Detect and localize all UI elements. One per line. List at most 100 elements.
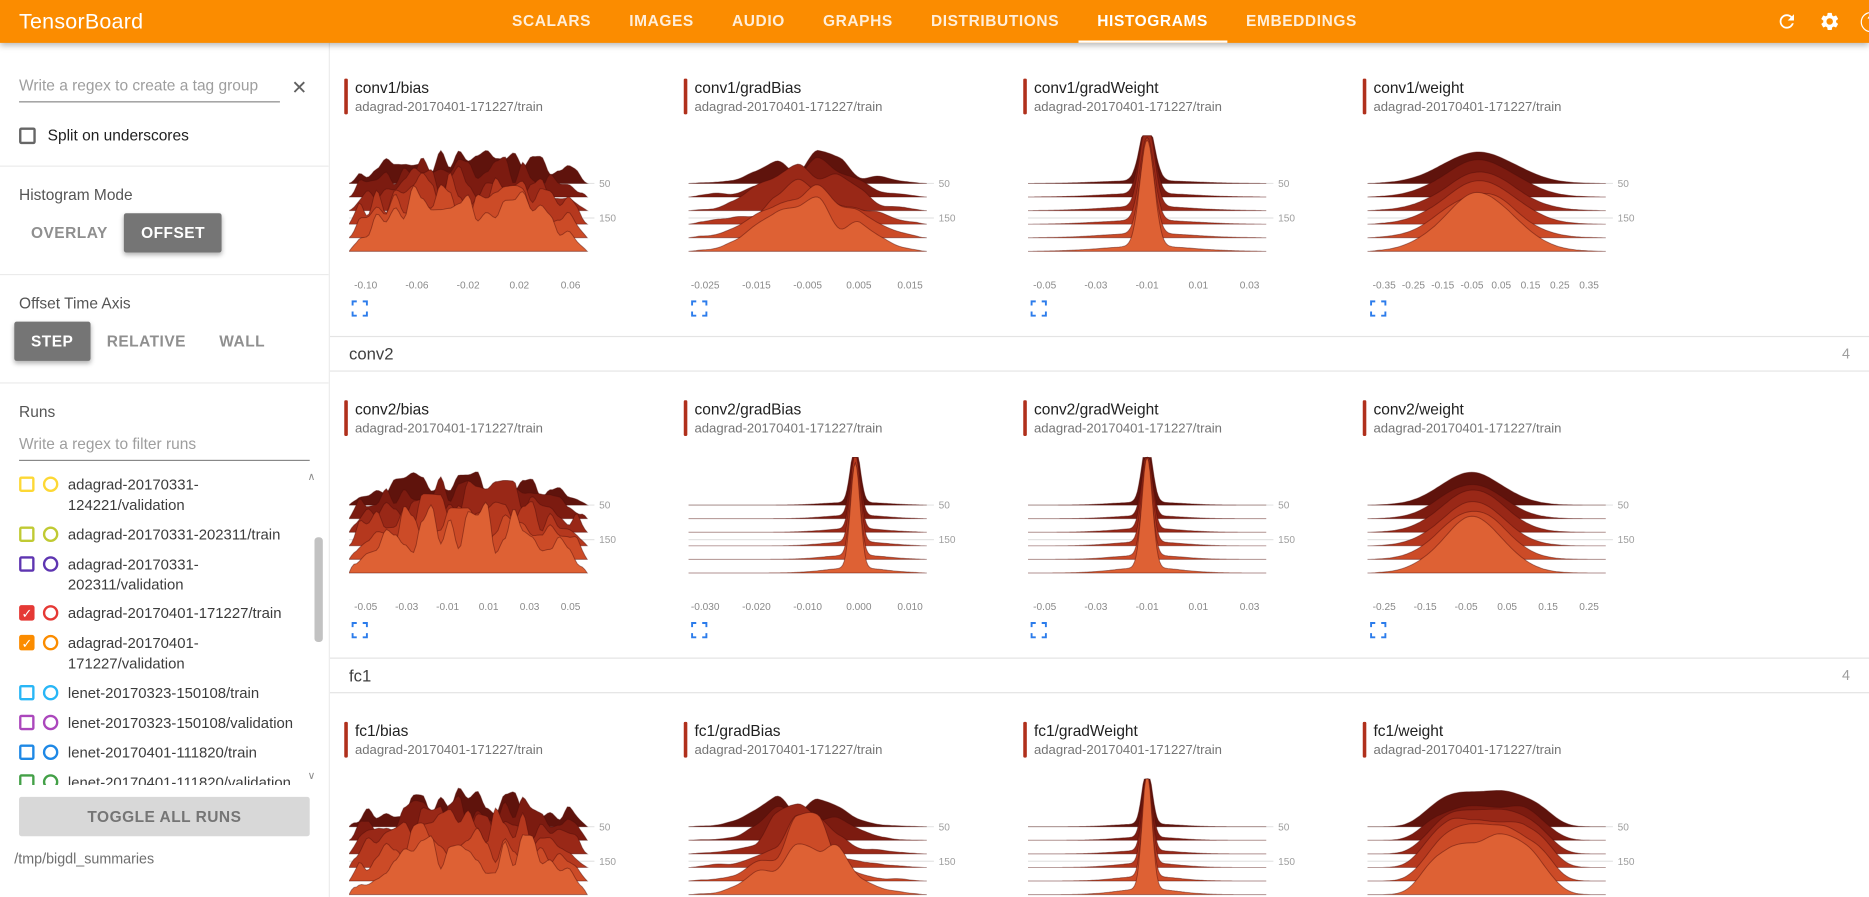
- tab-audio[interactable]: AUDIO: [731, 11, 785, 30]
- histogram-card: fc1/weight adagrad-20170401-171227/train 5…: [1362, 721, 1687, 897]
- run-item[interactable]: ✓ adagrad-20170401-171227/validation: [19, 629, 295, 679]
- card-head: conv1/bias adagrad-20170401-171227/train: [344, 78, 668, 115]
- histogram-plot[interactable]: 50 150 -0.05 -0.03 -0.01 0.01 0.03: [1028, 450, 1308, 617]
- run-item[interactable]: adagrad-20170331-124221/validation: [19, 471, 295, 521]
- mode-overlay[interactable]: OVERLAY: [14, 213, 124, 252]
- svg-text:-0.01: -0.01: [436, 602, 459, 613]
- run-checkbox-icon[interactable]: [19, 773, 35, 786]
- run-checkbox-icon[interactable]: [19, 555, 35, 572]
- svg-text:150: 150: [599, 857, 616, 868]
- section-header[interactable]: conv2 4: [329, 335, 1869, 372]
- runs-scrollbar[interactable]: ∧ ∨: [304, 471, 319, 783]
- run-item[interactable]: lenet-20170401-111820/validation: [19, 768, 295, 786]
- scroll-down-icon[interactable]: ∨: [307, 769, 316, 782]
- run-color-radio[interactable]: [42, 684, 59, 701]
- expand-icon[interactable]: [351, 622, 368, 639]
- expand-icon[interactable]: [1030, 300, 1047, 317]
- histogram-plot[interactable]: 50 150 -0.05 -0.03 -0.01 0.01 0.03: [1028, 129, 1308, 296]
- histogram-card: conv2/weight adagrad-20170401-171227/trai…: [1362, 400, 1687, 639]
- checkbox-icon[interactable]: [19, 126, 36, 144]
- run-item[interactable]: ✓ adagrad-20170401-171227/train: [19, 600, 295, 630]
- histogram-card: fc1/gradWeight adagrad-20170401-171227/tr…: [1023, 721, 1347, 897]
- histogram-plot[interactable]: 50 150 -0.025 -0.015 -0.005 0.005 0.015: [688, 129, 969, 296]
- axis-relative[interactable]: RELATIVE: [90, 322, 203, 361]
- split-underscores-checkbox[interactable]: Split on underscores: [19, 126, 310, 144]
- section-header[interactable]: fc1 4: [329, 657, 1869, 694]
- svg-text:0.06: 0.06: [561, 280, 581, 291]
- expand-icon[interactable]: [691, 622, 708, 639]
- svg-text:-0.05: -0.05: [1033, 280, 1056, 291]
- gear-icon[interactable]: [1818, 10, 1842, 34]
- run-checkbox-icon[interactable]: [19, 684, 35, 701]
- tab-distributions[interactable]: DISTRIBUTIONS: [930, 11, 1060, 30]
- card-run-name: adagrad-20170401-171227/train: [354, 421, 543, 436]
- run-item[interactable]: lenet-20170323-150108/validation: [19, 709, 295, 739]
- svg-text:-0.015: -0.015: [742, 280, 771, 291]
- histogram-plot[interactable]: 50 150 -0.25 -0.15 -0.05 0.05 0.15 0.25: [1367, 450, 1648, 617]
- histogram-plot[interactable]: 50 150 -0.10 -0.06 -0.02 0.02 0.06: [349, 129, 629, 296]
- card-titles: conv1/bias adagrad-20170401-171227/train: [355, 79, 543, 115]
- histogram-card: conv1/gradWeight adagrad-20170401-171227/…: [1023, 78, 1347, 317]
- divider: [0, 273, 329, 276]
- run-item[interactable]: adagrad-20170331-202311/train: [19, 520, 295, 550]
- expand-icon[interactable]: [351, 300, 368, 317]
- expand-icon[interactable]: [691, 300, 708, 317]
- histogram-plot[interactable]: 50 150: [688, 772, 969, 897]
- run-checkbox-icon[interactable]: [19, 526, 35, 542]
- help-icon[interactable]: ?: [1860, 11, 1869, 32]
- run-color-radio[interactable]: [42, 555, 59, 572]
- run-color-radio[interactable]: [42, 526, 59, 542]
- svg-text:0.05: 0.05: [1497, 602, 1517, 613]
- divider: [0, 382, 329, 384]
- runs-filter-input[interactable]: [19, 430, 310, 461]
- run-item[interactable]: lenet-20170323-150108/train: [19, 679, 295, 709]
- scrollbar-thumb[interactable]: [314, 537, 323, 643]
- histogram-plot[interactable]: 50 150: [1028, 772, 1308, 897]
- run-color-radio[interactable]: [42, 476, 59, 492]
- run-color-radio[interactable]: [42, 744, 59, 760]
- refresh-icon[interactable]: [1775, 10, 1799, 34]
- svg-text:0.03: 0.03: [1240, 602, 1260, 613]
- histogram-plot[interactable]: 50 150 -0.05 -0.03 -0.01 0.01 0.03 0.05: [349, 450, 629, 617]
- run-color-radio[interactable]: [42, 714, 59, 731]
- svg-text:-0.005: -0.005: [793, 280, 822, 291]
- tab-graphs[interactable]: GRAPHS: [822, 11, 893, 30]
- toggle-all-runs-button[interactable]: TOGGLE ALL RUNS: [19, 796, 310, 837]
- tag-color-bar: [1023, 78, 1027, 115]
- tab-scalars[interactable]: SCALARS: [512, 11, 592, 30]
- run-color-radio[interactable]: [42, 605, 59, 622]
- run-item[interactable]: lenet-20170401-111820/train: [19, 738, 295, 768]
- histogram-card: conv1/weight adagrad-20170401-171227/trai…: [1362, 78, 1687, 317]
- run-color-radio[interactable]: [42, 773, 59, 786]
- card-head: fc1/weight adagrad-20170401-171227/train: [1362, 721, 1687, 758]
- histogram-plot[interactable]: 50 150 -0.030 -0.020 -0.010 0.000 0.010: [688, 450, 969, 617]
- scroll-up-icon[interactable]: ∧: [307, 470, 316, 483]
- tab-embeddings[interactable]: EMBEDDINGS: [1246, 11, 1357, 30]
- tag-filter-input[interactable]: [19, 71, 280, 103]
- run-checkbox-icon[interactable]: ✓: [19, 635, 35, 652]
- axis-step[interactable]: STEP: [14, 321, 91, 361]
- histogram-plot[interactable]: 50 150: [349, 772, 629, 897]
- run-label: lenet-20170323-150108/train: [67, 684, 260, 702]
- card-head: conv2/bias adagrad-20170401-171227/train: [344, 400, 668, 436]
- run-checkbox-icon[interactable]: ✓: [19, 605, 35, 622]
- expand-icon[interactable]: [1030, 622, 1047, 639]
- run-checkbox-icon[interactable]: [19, 714, 35, 731]
- svg-text:-0.25: -0.25: [1402, 280, 1425, 291]
- axis-wall[interactable]: WALL: [203, 322, 282, 361]
- svg-text:50: 50: [939, 501, 951, 512]
- run-checkbox-icon[interactable]: [19, 476, 35, 492]
- histogram-plot[interactable]: 50 150: [1367, 772, 1648, 897]
- expand-icon[interactable]: [1370, 300, 1387, 317]
- mode-offset[interactable]: OFFSET: [124, 213, 222, 253]
- close-icon[interactable]: ✕: [291, 78, 308, 99]
- svg-text:50: 50: [599, 179, 611, 190]
- run-checkbox-icon[interactable]: [19, 744, 35, 760]
- divider: [0, 165, 329, 167]
- tab-histograms[interactable]: HISTOGRAMS: [1078, 0, 1227, 43]
- tab-images[interactable]: IMAGES: [629, 11, 694, 30]
- run-item[interactable]: adagrad-20170331-202311/validation: [19, 550, 295, 600]
- histogram-plot[interactable]: 50 150 -0.35 -0.25 -0.15 -0.05 0.05 0.15 0.25 0.3…: [1367, 129, 1648, 296]
- expand-icon[interactable]: [1370, 622, 1387, 639]
- run-color-radio[interactable]: [42, 635, 59, 651]
